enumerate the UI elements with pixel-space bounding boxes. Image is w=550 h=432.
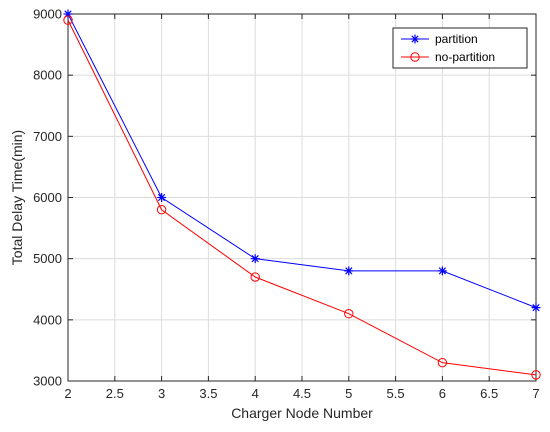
data-point-no-partition [531, 370, 541, 380]
x-tick-label: 4.5 [293, 386, 311, 401]
x-tick-label: 5 [345, 386, 352, 401]
data-point-no-partition [156, 205, 167, 215]
legend-marker [410, 52, 420, 62]
x-tick-label: 6.5 [480, 386, 498, 401]
data-point-partition [344, 266, 354, 276]
data-point-no-partition [344, 309, 354, 319]
y-tick-label: 7000 [33, 129, 62, 144]
legend-label: no-partition [435, 50, 495, 64]
series-layer [63, 9, 541, 380]
data-point-no-partition [437, 357, 448, 368]
y-tick-label: 3000 [33, 374, 62, 389]
y-tick-labels: 3000 4000 5000 6000 7000 8000 9000 [33, 7, 62, 389]
x-tick-labels: 2 2.5 3 3.5 4 4.5 5 5.5 6 6.5 7 [64, 386, 539, 401]
legend-entries: partition no-partition [401, 32, 495, 64]
axis-ticks [67, 13, 537, 382]
x-tick-label: 2 [64, 386, 71, 401]
y-tick-label: 8000 [33, 68, 62, 83]
x-tick-label: 6 [439, 386, 446, 401]
y-axis-label: Total Delay Time(min) [9, 130, 25, 265]
x-tick-label: 2.5 [106, 386, 124, 401]
legend-entry-no-partition: no-partition [401, 50, 495, 64]
data-point-partition [437, 266, 447, 276]
data-point-no-partition [250, 272, 260, 282]
x-tick-label: 3.5 [199, 386, 217, 401]
data-point-no-partition [63, 15, 73, 25]
data-point-partition [531, 303, 541, 313]
series-no-partition [63, 15, 541, 380]
x-tick-label: 4 [252, 386, 259, 401]
x-tick-label: 5.5 [387, 386, 405, 401]
y-tick-label: 6000 [33, 190, 62, 205]
data-point-partition [250, 254, 260, 264]
x-tick-label: 7 [532, 386, 539, 401]
y-tick-label: 4000 [33, 312, 62, 327]
y-tick-label: 9000 [33, 7, 62, 22]
series-partition [63, 9, 541, 313]
legend-label: partition [435, 32, 478, 46]
series-line-no-partition [67, 19, 537, 376]
legend-marker [410, 34, 420, 44]
x-axis-label: Charger Node Number [231, 405, 373, 421]
y-tick-label: 5000 [33, 251, 62, 266]
series-line-partition [67, 13, 537, 309]
data-point-partition [157, 193, 167, 202]
legend-entry-partition: partition [401, 32, 478, 46]
x-tick-label: 3 [158, 386, 165, 401]
grid-lines [67, 13, 537, 382]
legend: partition no-partition [392, 27, 528, 69]
